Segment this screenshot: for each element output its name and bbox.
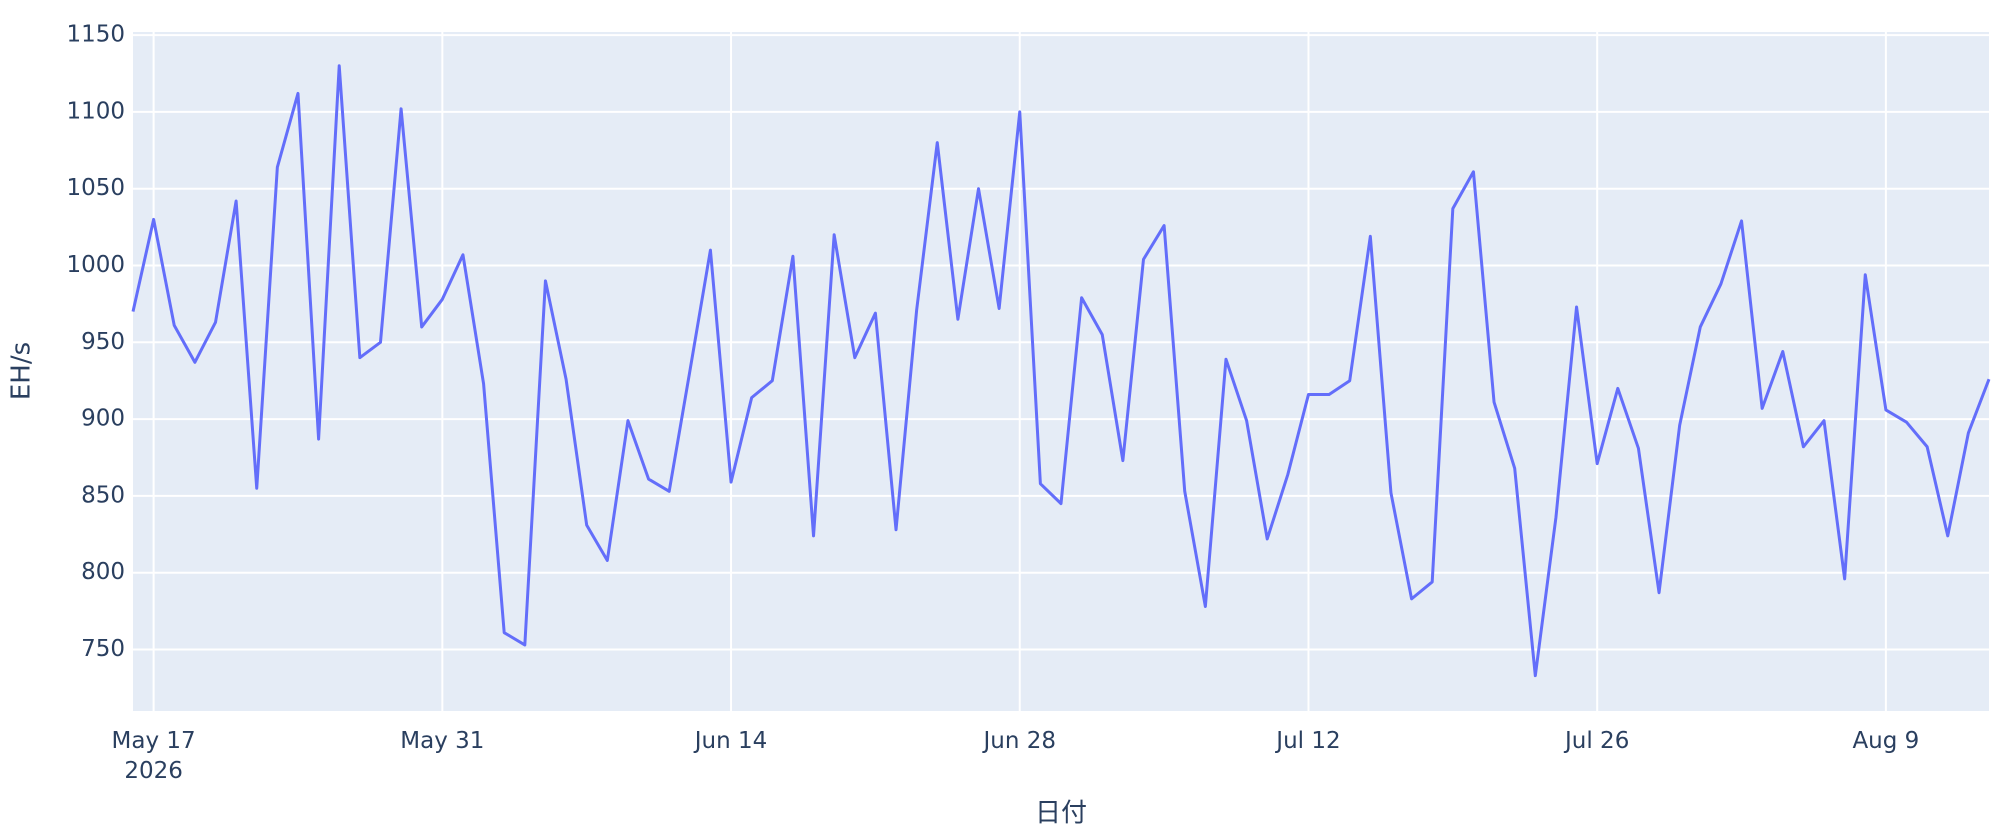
y-tick-label: 800: [81, 559, 125, 585]
x-tick-label: Aug 9: [1852, 728, 1920, 754]
plot-area: [133, 32, 1989, 711]
x-tick-label: Jun 28: [983, 728, 1056, 754]
y-tick-label: 1050: [66, 175, 125, 201]
y-tick-label: 750: [81, 636, 125, 662]
y-tick-label: 1150: [66, 22, 125, 48]
y-tick-label: 1100: [66, 98, 125, 124]
x-tick-label: Jul 12: [1276, 728, 1341, 754]
y-tick-label: 900: [81, 406, 125, 432]
x-tick-label: Jun 14: [694, 728, 768, 754]
x-axis-title: 日付: [1035, 799, 1087, 829]
x-tick-label: May 31: [400, 728, 485, 754]
data-line: [131, 64, 1991, 678]
x-tick-label: May 17 2026: [111, 728, 196, 784]
y-axis-title: EH/s: [7, 342, 37, 400]
y-tick-label: 950: [81, 329, 125, 355]
y-tick-label: 850: [81, 482, 125, 508]
y-tick-label: 1000: [66, 252, 125, 278]
x-tick-label: Jul 26: [1565, 728, 1630, 754]
